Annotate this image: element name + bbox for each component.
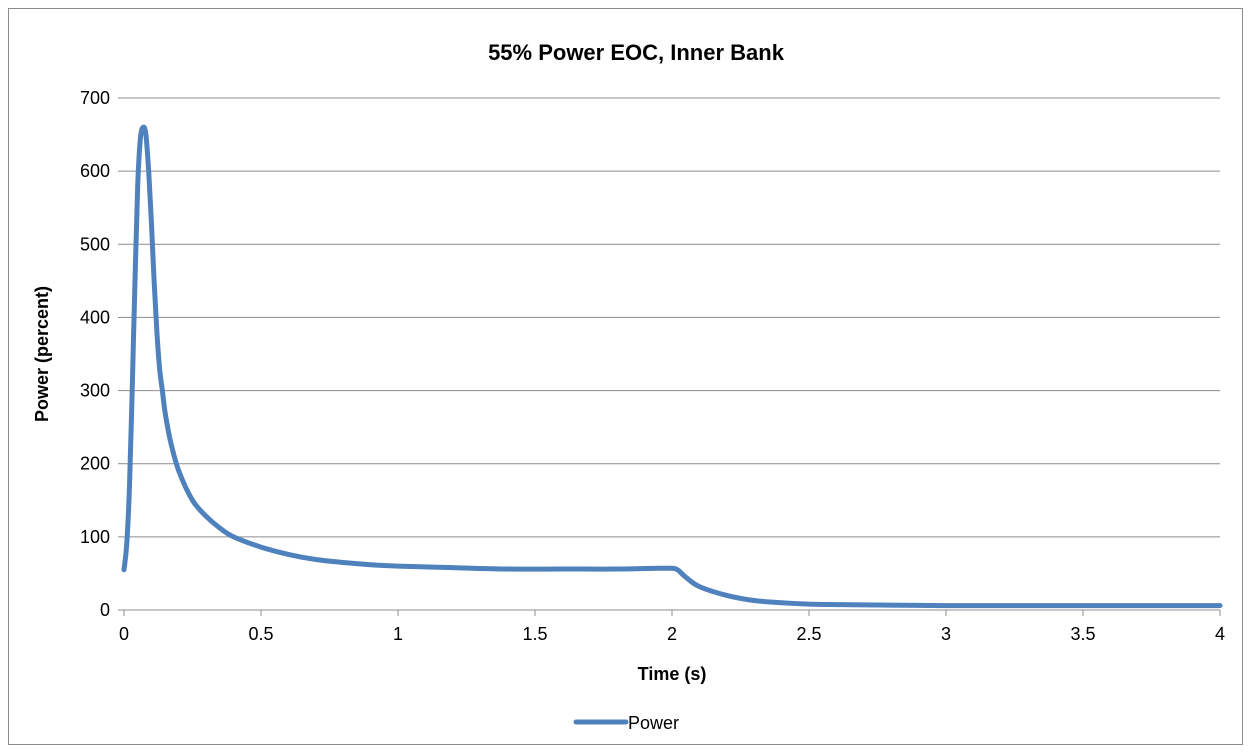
y-tick-label: 200: [80, 454, 110, 474]
x-axis-ticks: 0 0.5 1 1.5 2 2.5 3 3.5 4: [119, 610, 1225, 644]
gridlines: [124, 97, 1220, 538]
chart-frame: [8, 8, 1243, 745]
y-axis-title: Power (percent): [32, 286, 52, 422]
x-tick-label: 3: [941, 624, 951, 644]
legend-label: Power: [628, 713, 679, 733]
x-tick-label: 1: [393, 624, 403, 644]
series-group: [121, 124, 1223, 609]
series-line-power: [121, 124, 1223, 609]
y-axis-ticks: 0 100 200 300 400 500 600 700: [80, 88, 124, 620]
y-tick-label: 600: [80, 161, 110, 181]
y-tick-label: 100: [80, 527, 110, 547]
x-tick-label: 1.5: [522, 624, 547, 644]
x-tick-label: 0.5: [248, 624, 273, 644]
x-tick-label: 2.5: [796, 624, 821, 644]
x-tick-label: 4: [1215, 624, 1225, 644]
x-tick-label: 2: [667, 624, 677, 644]
x-axis-title: Time (s): [638, 664, 707, 684]
y-tick-label: 500: [80, 234, 110, 254]
chart-title: 55% Power EOC, Inner Bank: [488, 40, 785, 65]
y-tick-label: 700: [80, 88, 110, 108]
x-tick-label: 3.5: [1070, 624, 1095, 644]
x-tick-label: 0: [119, 624, 129, 644]
legend: Power: [573, 713, 679, 733]
y-tick-label: 400: [80, 307, 110, 327]
y-tick-label: 300: [80, 381, 110, 401]
y-tick-label: 0: [100, 600, 110, 620]
